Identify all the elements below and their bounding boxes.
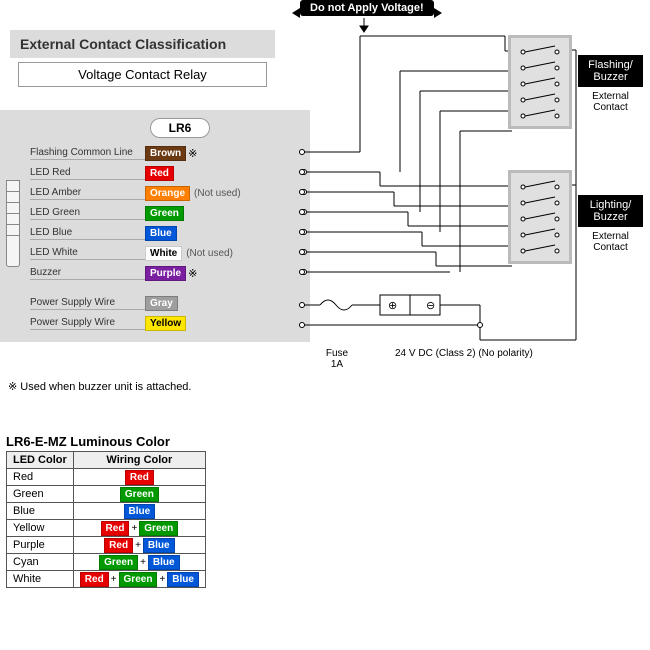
table-row: WhiteRed+Green+Blue <box>7 571 206 588</box>
lum-wiring-cell: Blue <box>73 503 205 520</box>
lum-led-cell: Red <box>7 469 74 486</box>
ext-box-bottom <box>508 170 572 264</box>
ext-bot-sub: External Contact <box>578 231 643 253</box>
wiring-color-chip: Blue <box>143 538 175 553</box>
table-row: YellowRed+Green <box>7 520 206 537</box>
supply-label: 24 V DC (Class 2) (No polarity) <box>395 348 533 359</box>
table-row: CyanGreen+Blue <box>7 554 206 571</box>
wiring-color-chip: Blue <box>167 572 199 587</box>
lum-wiring-cell: Red+Green+Blue <box>73 571 205 588</box>
wiring-color-chip: Red <box>104 538 133 553</box>
lum-th-led: LED Color <box>7 452 74 469</box>
table-row: Blue Blue <box>7 503 206 520</box>
luminous-title: LR6-E-MZ Luminous Color <box>6 434 650 449</box>
switch-icon <box>515 225 565 241</box>
lum-led-cell: Yellow <box>7 520 74 537</box>
ext-bot-labels: Lighting/ Buzzer External Contact <box>578 195 643 253</box>
wiring-color-chip: Green <box>99 555 138 570</box>
table-row: PurpleRed+Blue <box>7 537 206 554</box>
switch-icon <box>515 177 565 193</box>
svg-text:⊖: ⊖ <box>426 300 435 312</box>
table-row: Green Green <box>7 486 206 503</box>
ext-bot-title: Lighting/ Buzzer <box>578 195 643 227</box>
ext-top-sub: External Contact <box>578 91 643 113</box>
wiring-color-chip: Red <box>101 521 130 536</box>
switch-icon <box>515 74 565 90</box>
lum-led-cell: Blue <box>7 503 74 520</box>
lum-wiring-cell: Red <box>73 469 205 486</box>
lum-wiring-cell: Green <box>73 486 205 503</box>
lum-th-wiring: Wiring Color <box>73 452 205 469</box>
lum-wiring-cell: Green+Blue <box>73 554 205 571</box>
wiring-color-chip: Red <box>80 572 109 587</box>
wiring-color-chip: Blue <box>148 555 180 570</box>
switch-icon <box>515 193 565 209</box>
wiring-color-chip: Red <box>125 470 154 485</box>
wiring-color-chip: Green <box>119 572 158 587</box>
wiring-color-chip: Blue <box>124 504 156 519</box>
switch-icon <box>515 106 565 122</box>
switch-icon <box>515 241 565 257</box>
lum-led-cell: Cyan <box>7 554 74 571</box>
ext-top-labels: Flashing/ Buzzer External Contact <box>578 55 643 113</box>
luminous-section: LR6-E-MZ Luminous Color LED Color Wiring… <box>6 434 650 588</box>
luminous-table: LED Color Wiring Color RedRedGreenGreenB… <box>6 451 206 588</box>
wiring-color-chip: Green <box>139 521 178 536</box>
lum-led-cell: White <box>7 571 74 588</box>
switch-icon <box>515 42 565 58</box>
ext-box-top <box>508 35 572 129</box>
wiring-color-chip: Green <box>120 487 159 502</box>
fuse-label: Fuse 1A <box>322 348 352 370</box>
lum-wiring-cell: Red+Green <box>73 520 205 537</box>
svg-text:⊕: ⊕ <box>388 300 397 312</box>
lum-led-cell: Green <box>7 486 74 503</box>
lum-led-cell: Purple <box>7 537 74 554</box>
ext-top-title: Flashing/ Buzzer <box>578 55 643 87</box>
switch-icon <box>515 90 565 106</box>
switch-icon <box>515 58 565 74</box>
table-row: Red Red <box>7 469 206 486</box>
switch-icon <box>515 209 565 225</box>
lum-wiring-cell: Red+Blue <box>73 537 205 554</box>
